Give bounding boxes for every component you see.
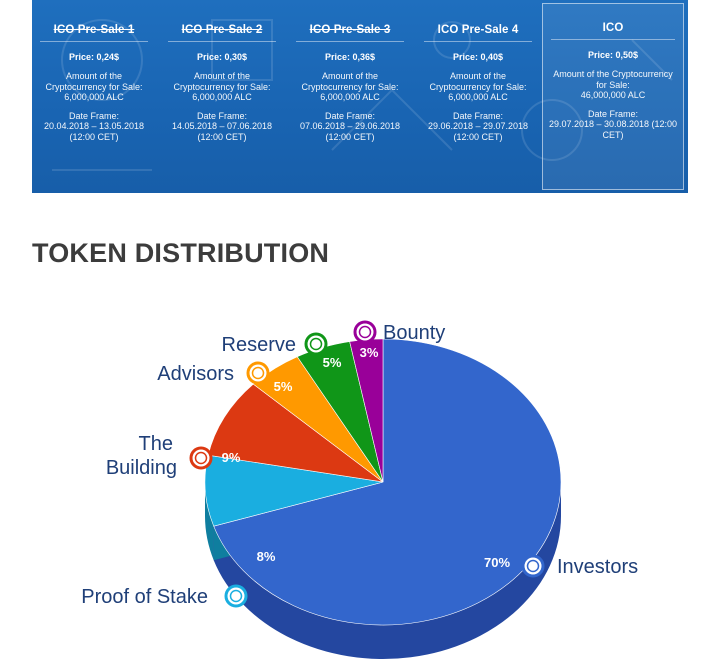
stage-price: Price: 0,24$	[68, 52, 120, 62]
stage-date: 07.06.2018 – 29.06.2018 (12:00 CET)	[299, 121, 401, 142]
stage-date-label: Date Frame:	[324, 110, 375, 121]
pie-category-label: Advisors	[157, 363, 234, 385]
pie-category-label: Proof of Stake	[81, 586, 208, 608]
stage-amount: 6,000,000 ALC	[448, 92, 508, 102]
stage-date-label: Date Frame:	[587, 108, 638, 119]
stage-card: ICO Pre-Sale 2 Price: 0,30$ Amount of th…	[160, 0, 284, 193]
stage-date: 29.07.2018 – 30.08.2018 (12:00 CET)	[548, 119, 678, 140]
stage-title: ICO Pre-Sale 1	[40, 24, 148, 42]
stage-amount: 46,000,000 ALC	[580, 90, 646, 100]
stage-amount-label: Amount of the Cryptocurrency for Sale:	[301, 71, 399, 92]
pie-category-label: Reserve	[222, 334, 296, 356]
pie-callout-marker	[246, 361, 270, 385]
stage-amount-label: Amount of the Cryptocurrency for Sale:	[553, 69, 673, 90]
stage-title: ICO Pre-Sale 3	[296, 24, 404, 42]
stage-card: ICO Pre-Sale 3 Price: 0,36$ Amount of th…	[288, 0, 412, 193]
stage-price: Price: 0,30$	[196, 52, 248, 62]
pie-value-label: 5%	[323, 355, 342, 370]
stage-amount: 6,000,000 ALC	[192, 92, 252, 102]
pie-value-label: 8%	[257, 549, 276, 564]
stage-amount-label: Amount of the Cryptocurrency for Sale:	[173, 71, 271, 92]
stage-date-label: Date Frame:	[68, 110, 119, 121]
pie-category-label: Building	[106, 457, 177, 479]
stage-price: Price: 0,40$	[452, 52, 504, 62]
pie-callout-marker	[224, 584, 248, 608]
stage-card: ICO Pre-Sale 4 Price: 0,40$ Amount of th…	[416, 0, 540, 193]
banner-background-pattern	[52, 19, 673, 171]
pie-callout-marker-inner	[229, 589, 243, 603]
stage-price: Price: 0,50$	[587, 50, 639, 60]
stage-amount-label: Amount of the Cryptocurrency for Sale:	[45, 71, 143, 92]
stage-title: ICO Pre-Sale 2	[168, 24, 276, 42]
stage-date: 20.04.2018 – 13.05.2018 (12:00 CET)	[43, 121, 145, 142]
pie-callout-marker-inner	[309, 337, 323, 351]
pie-value-label: 9%	[222, 450, 241, 465]
ico-stages-banner: ICO Pre-Sale 1 Price: 0,24$ Amount of th…	[32, 0, 688, 193]
stage-amount-label: Amount of the Cryptocurrency for Sale:	[429, 71, 527, 92]
stage-amount: 6,000,000 ALC	[320, 92, 380, 102]
pie-category-label: Bounty	[383, 322, 445, 344]
stage-card-active: ICO Price: 0,50$ Amount of the Cryptocur…	[542, 3, 684, 190]
pie-callout-marker	[521, 554, 545, 578]
stage-date: 29.06.2018 – 29.07.2018 (12:00 CET)	[427, 121, 529, 142]
pie-category-label: Investors	[557, 556, 638, 578]
stage-title: ICO	[551, 22, 675, 40]
stage-amount: 6,000,000 ALC	[64, 92, 124, 102]
pie-category-label: The	[139, 433, 173, 455]
pie-slice-side	[213, 482, 561, 660]
pie-callout-marker	[304, 332, 328, 356]
stage-date-label: Date Frame:	[452, 110, 503, 121]
pie-callout-marker	[189, 446, 213, 470]
pie-value-label: 3%	[360, 345, 379, 360]
pie-value-label: 70%	[484, 555, 510, 570]
pie-value-label: 5%	[274, 379, 293, 394]
stage-title: ICO Pre-Sale 4	[424, 24, 532, 42]
pie-callout-marker-inner	[251, 366, 265, 380]
pie-callout-marker-inner	[194, 451, 208, 465]
pie-callout-marker-inner	[358, 325, 372, 339]
stage-date-label: Date Frame:	[196, 110, 247, 121]
section-heading: TOKEN DISTRIBUTION	[32, 238, 330, 268]
pie-callout-marker	[353, 320, 377, 344]
pie-callout-marker-inner	[526, 559, 540, 573]
pie-slice-side	[205, 482, 214, 561]
stage-price: Price: 0,36$	[324, 52, 376, 62]
stage-date: 14.05.2018 – 07.06.2018 (12:00 CET)	[171, 121, 273, 142]
stage-card: ICO Pre-Sale 1 Price: 0,24$ Amount of th…	[32, 0, 156, 193]
